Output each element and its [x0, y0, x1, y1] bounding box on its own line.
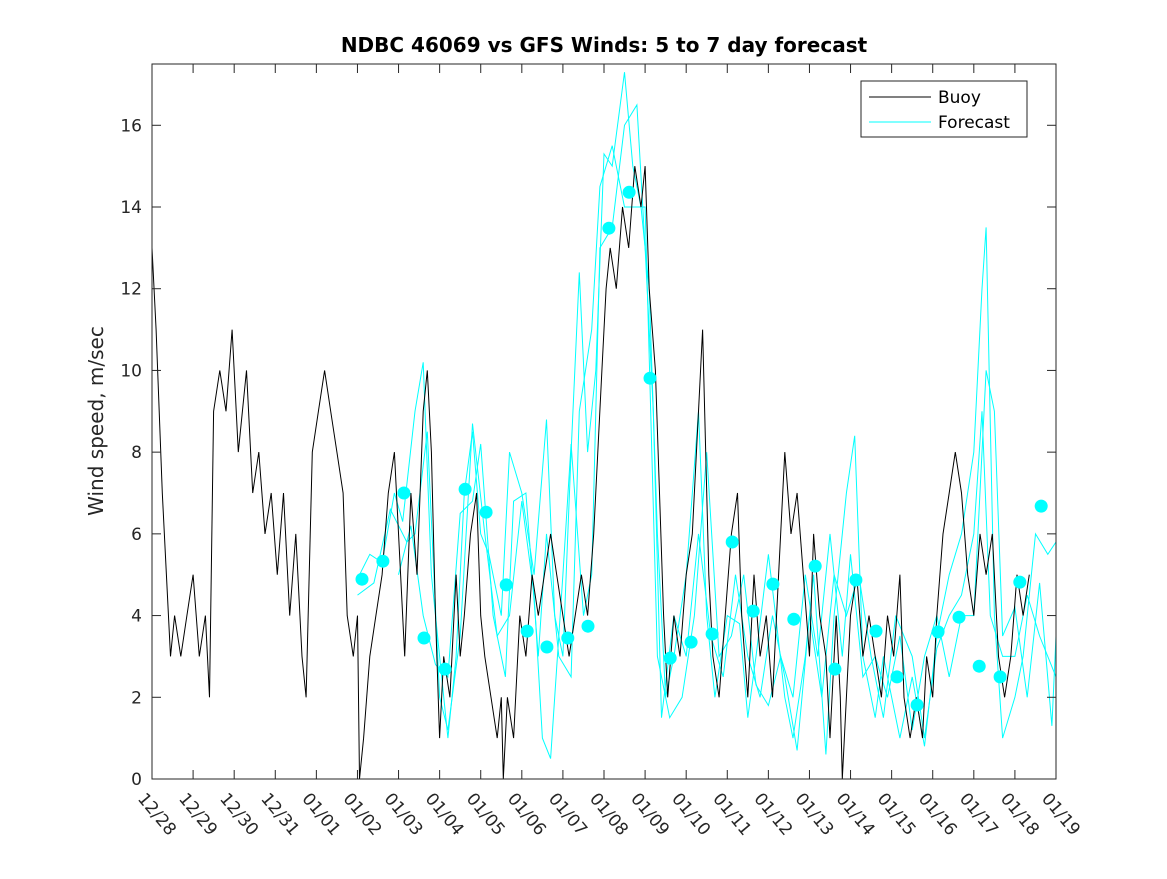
forecast-point-13	[622, 185, 636, 199]
y-tick-label: 6	[131, 525, 142, 545]
forecast-point-22	[808, 559, 822, 573]
axes-box	[151, 63, 1057, 780]
plot-area	[151, 72, 1057, 780]
y-tick-label: 12	[120, 280, 142, 300]
forecast-point-33	[1034, 499, 1048, 513]
chart-title: NDBC 46069 vs GFS Winds: 5 to 7 day fore…	[341, 33, 868, 57]
y-tick-label: 0	[131, 770, 142, 790]
forecast-point-17	[705, 627, 719, 641]
y-tick-label: 16	[120, 116, 142, 136]
forecast-point-9	[540, 640, 554, 654]
y-tick-label: 8	[131, 443, 142, 463]
forecast-point-23	[828, 662, 842, 676]
forecast-point-18	[725, 535, 739, 549]
forecast-point-27	[910, 698, 924, 712]
forecast-point-28	[931, 625, 945, 639]
y-tick-label: 14	[120, 198, 142, 218]
forecast-point-32	[1013, 575, 1027, 589]
forecast-point-21	[787, 612, 801, 626]
legend-buoy-label: Buoy	[938, 88, 981, 108]
forecast-point-24	[849, 573, 863, 587]
y-tick-label: 10	[120, 361, 142, 381]
legend: Buoy Forecast	[860, 80, 1028, 138]
forecast-point-2	[397, 486, 411, 500]
forecast-point-8	[520, 624, 534, 638]
forecast-point-20	[766, 577, 780, 591]
forecast-point-6	[479, 505, 493, 519]
forecast-point-12	[602, 221, 616, 235]
y-tick-label: 2	[131, 688, 142, 708]
forecast-point-3	[417, 631, 431, 645]
forecast-point-15	[663, 651, 677, 665]
forecast-point-30	[972, 659, 986, 673]
forecast-point-26	[890, 670, 904, 684]
forecast-point-0	[355, 572, 369, 586]
forecast-point-19	[746, 604, 760, 618]
forecast-point-16	[684, 635, 698, 649]
forecast-point-4	[438, 662, 452, 676]
y-tick-label: 4	[131, 607, 142, 627]
forecast-point-1	[376, 554, 390, 568]
legend-box	[860, 80, 1028, 138]
forecast-point-29	[952, 610, 966, 624]
forecast-point-10	[561, 631, 575, 645]
forecast-point-7	[499, 578, 513, 592]
forecast-point-31	[993, 670, 1007, 684]
y-axis-label: Wind speed, m/sec	[84, 326, 108, 516]
forecast-point-14	[643, 371, 657, 385]
legend-forecast-label: Forecast	[938, 113, 1010, 133]
forecast-point-5	[458, 482, 472, 496]
forecast-point-11	[581, 619, 595, 633]
forecast-point-25	[869, 624, 883, 638]
